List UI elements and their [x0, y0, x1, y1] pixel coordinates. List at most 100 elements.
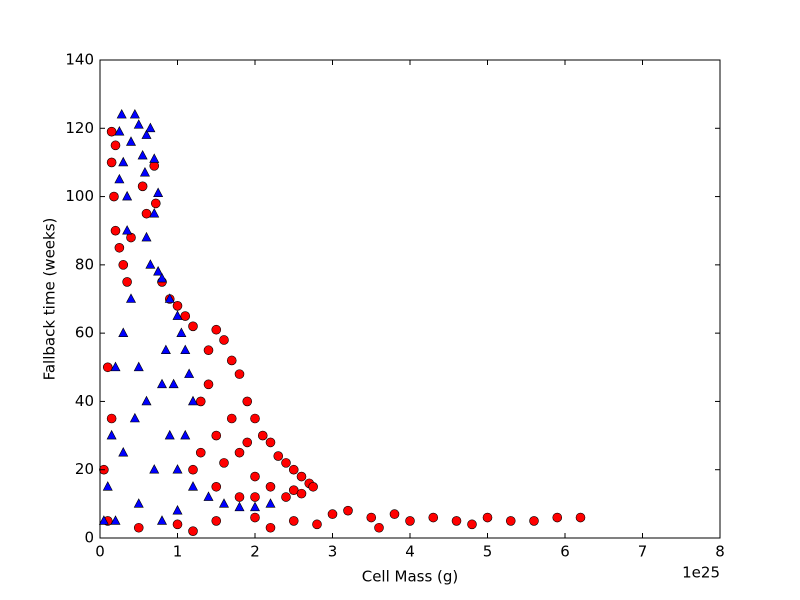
triangle-point [234, 501, 245, 512]
triangle-point [139, 167, 150, 177]
circle-point [529, 516, 539, 526]
y-tick-label: 80 [75, 255, 94, 273]
triangle-point [129, 108, 140, 119]
circle-point [327, 509, 338, 519]
circle-point [281, 458, 291, 468]
circle-point [308, 481, 318, 492]
circle-point [195, 396, 206, 407]
circle-point [273, 451, 284, 461]
triangle-point [157, 515, 167, 525]
y-tick-label: 100 [65, 187, 94, 205]
x-tick-label: 0 [95, 543, 105, 561]
circle-point [102, 362, 113, 373]
x-offset-label: 1e25 [682, 564, 720, 582]
triangle-point [172, 505, 183, 515]
circle-point [118, 260, 129, 270]
circle-point [296, 471, 307, 482]
circle-point [226, 355, 237, 366]
circle-point [109, 191, 119, 202]
triangle-point [180, 429, 191, 440]
circle-point [226, 413, 237, 424]
circle-point [219, 335, 229, 345]
triangle-point [157, 378, 167, 389]
circle-point [312, 519, 322, 530]
circle-point [250, 413, 260, 424]
circle-point [405, 516, 415, 526]
circle-point [110, 140, 121, 151]
circle-point [257, 430, 268, 441]
circle-point [211, 481, 222, 492]
circle-point [482, 512, 493, 523]
circle-point [366, 512, 377, 523]
circle-point [343, 505, 353, 516]
triangle-point [98, 515, 109, 525]
circle-point [172, 519, 183, 530]
triangle-point [203, 491, 214, 501]
circle-point [188, 526, 198, 536]
triangle-point [250, 501, 260, 512]
triangle-point [133, 498, 144, 508]
triangle-point [184, 368, 195, 378]
triangle-point [149, 153, 160, 163]
circle-point [211, 430, 222, 441]
x-axis-label: Cell Mass (g) [362, 568, 459, 586]
triangle-point [137, 149, 148, 160]
triangle-point [126, 293, 136, 303]
triangle-point [153, 266, 164, 276]
circle-point [234, 369, 245, 379]
circle-point [250, 471, 260, 482]
circle-point [575, 512, 586, 523]
triangle-point [149, 208, 160, 218]
plot-marks [98, 108, 586, 536]
triangle-point [180, 344, 191, 355]
circle-point [151, 198, 161, 209]
circle-point [242, 437, 253, 448]
circle-point [265, 481, 276, 492]
triangle-point [157, 272, 167, 283]
triangle-point [172, 310, 183, 320]
x-tick-label: 2 [250, 543, 260, 561]
triangle-point [176, 327, 187, 337]
triangle-point [164, 293, 175, 303]
triangle-point [122, 190, 133, 201]
circle-point [141, 208, 152, 219]
triangle-point [160, 344, 171, 355]
triangle-point [114, 126, 125, 136]
circle-point [203, 379, 214, 390]
circle-point [219, 458, 229, 468]
circle-point [203, 345, 214, 356]
circle-point [250, 512, 260, 523]
triangle-point [116, 108, 127, 119]
x-tick-label: 5 [483, 543, 493, 561]
y-tick-label: 60 [75, 324, 94, 342]
circle-point [374, 522, 384, 533]
circle-point [133, 522, 144, 533]
triangle-point [110, 361, 121, 372]
triangle-point [114, 173, 125, 184]
circle-point [122, 277, 132, 287]
circle-point [188, 464, 198, 475]
circle-point [451, 516, 462, 526]
triangle-point [219, 498, 229, 508]
triangle-point [153, 187, 164, 197]
triangle-point [141, 129, 152, 139]
circle-point [188, 321, 198, 332]
triangle-point [164, 429, 175, 440]
circle-point [106, 157, 117, 168]
triangle-point [106, 429, 117, 440]
triangle-point [122, 225, 133, 235]
circle-point [265, 437, 276, 448]
triangle-point [172, 464, 183, 474]
circle-point [172, 301, 183, 311]
x-tick-label: 3 [328, 543, 338, 561]
circle-point [428, 512, 439, 523]
circle-point [106, 126, 117, 137]
x-tick-label: 8 [715, 543, 725, 561]
circle-point [288, 516, 299, 526]
y-axis-label: Fallback time (weeks) [41, 218, 59, 381]
circle-point [265, 522, 276, 533]
circle-point [211, 324, 222, 335]
y-tick-label: 140 [65, 51, 94, 69]
triangle-point [188, 395, 198, 406]
